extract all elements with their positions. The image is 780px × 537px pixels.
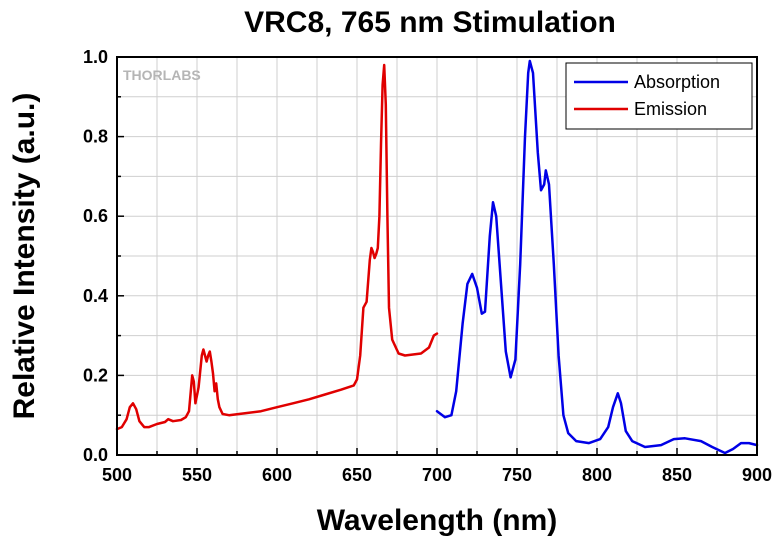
x-tick-label: 800 bbox=[582, 465, 612, 485]
legend-box bbox=[565, 62, 753, 130]
y-tick-label: 0.6 bbox=[83, 206, 108, 226]
x-tick-label: 850 bbox=[662, 465, 692, 485]
legend-label-emission: Emission bbox=[634, 99, 707, 119]
y-tick-label: 0.2 bbox=[83, 365, 108, 385]
series-layer bbox=[115, 59, 759, 455]
chart-title: VRC8, 765 nm Stimulation bbox=[244, 6, 616, 39]
y-tick-label: 0.0 bbox=[83, 445, 108, 465]
grid bbox=[117, 57, 757, 455]
x-tick-label: 750 bbox=[502, 465, 532, 485]
x-tick-label: 600 bbox=[262, 465, 292, 485]
tick-labels: 500 550 600 650 700 750 800 850 900 0.0 0.2 0.4 0.6 0… bbox=[83, 47, 772, 485]
x-axis-label: Wavelength (nm) bbox=[317, 504, 558, 537]
x-tick-label: 650 bbox=[342, 465, 372, 485]
legend: Absorption Emission bbox=[565, 62, 753, 130]
x-tick-label: 900 bbox=[742, 465, 772, 485]
series-line-emission bbox=[115, 63, 439, 431]
x-tick-label: 500 bbox=[102, 465, 132, 485]
legend-label-absorption: Absorption bbox=[634, 72, 720, 92]
watermark-logo: THORLABS bbox=[123, 67, 201, 83]
ticks bbox=[116, 56, 758, 456]
y-axis-label: Relative Intensity (a.u.) bbox=[8, 93, 41, 420]
y-tick-label: 0.8 bbox=[83, 127, 108, 147]
x-tick-label: 550 bbox=[182, 465, 212, 485]
y-tick-label: 1.0 bbox=[83, 47, 108, 67]
series-line-absorption bbox=[435, 59, 759, 455]
x-tick-label: 700 bbox=[422, 465, 452, 485]
y-tick-label: 0.4 bbox=[83, 286, 108, 306]
